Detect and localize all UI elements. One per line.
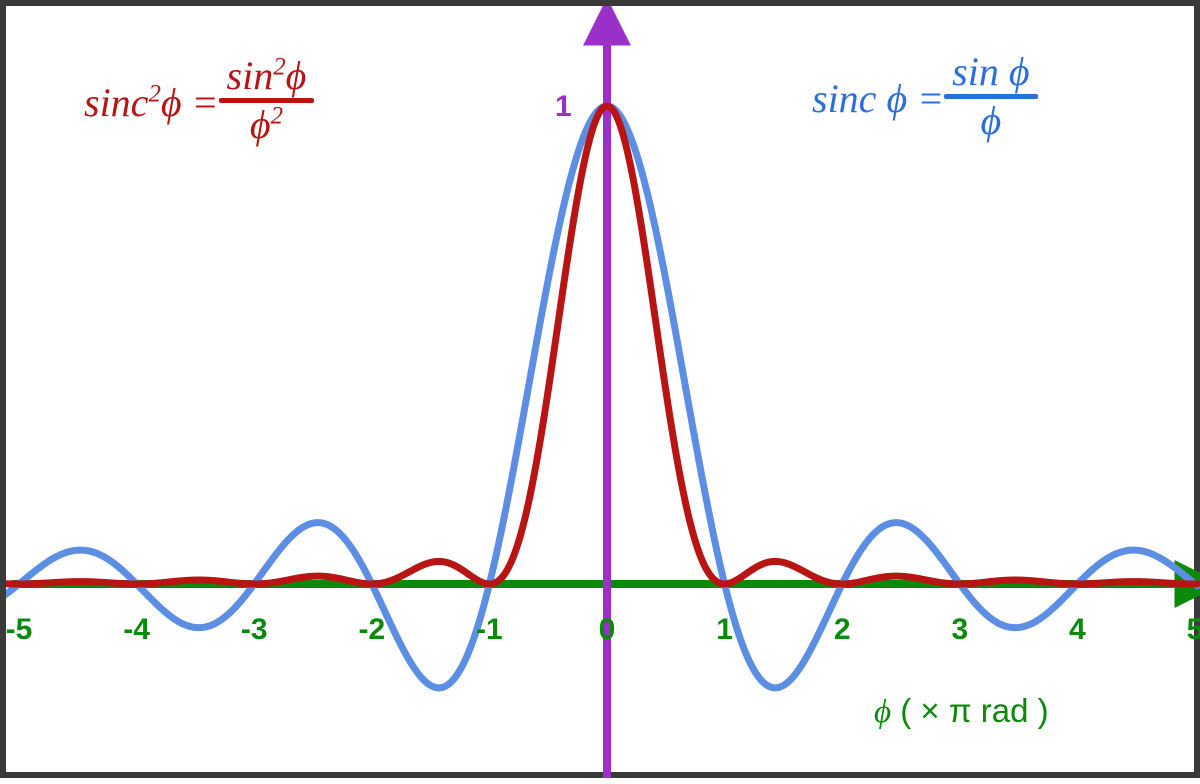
x-tick-label-3: 3 <box>951 613 969 646</box>
sinc-squared-lhs-var: ϕ <box>160 79 182 125</box>
x-tick-label-4: 4 <box>1069 613 1086 646</box>
sinc-squared-numerator-exponent: 2 <box>273 53 286 81</box>
y-tick-label-1: 1 <box>555 90 572 123</box>
x-axis-title: ϕ ( × π rad ) <box>874 692 1049 731</box>
sinc-squared-equals: = <box>191 79 219 125</box>
series-line-sinc-squared <box>6 102 1200 588</box>
x-tick-label-neg5: -5 <box>5 613 33 646</box>
x-tick-label-1: 1 <box>716 613 733 646</box>
sinc-squared-denominator: ϕ2 <box>219 103 315 145</box>
sinc-lhs: sinc ϕ = <box>812 75 945 121</box>
sinc-squared-lhs-text: sinc <box>84 79 149 125</box>
x-tick-label-0: 0 <box>598 613 616 646</box>
sinc-lhs-var: ϕ <box>886 75 908 121</box>
axes-group <box>12 6 1200 778</box>
sinc-squared-denominator-text: ϕ <box>249 102 271 147</box>
sinc-squared-lhs-exponent: 2 <box>148 80 161 108</box>
sinc-lhs-text: sinc <box>812 75 877 121</box>
plot-canvas <box>6 6 1200 778</box>
sinc-squared-numerator-var: ϕ <box>285 53 307 98</box>
x-tick-label-neg1: -1 <box>476 613 503 646</box>
sinc-squared-numerator-text: sin <box>226 53 274 98</box>
x-tick-label-neg2: -2 <box>358 613 386 646</box>
x-tick-label-5: 5 <box>1186 613 1200 646</box>
sinc-fraction: sin ϕ ϕ <box>944 49 1038 143</box>
sinc-numerator: sin ϕ <box>952 49 1030 94</box>
series-line-sinc <box>6 102 1200 692</box>
sinc-squared-lhs: sinc2ϕ = <box>84 79 219 125</box>
sinc-fraction-bar <box>944 94 1038 99</box>
x-axis-title-symbol: ϕ <box>874 694 892 730</box>
sinc-squared-fraction-bar <box>218 98 315 103</box>
x-tick-label-2: 2 <box>833 613 851 646</box>
sinc-squared-fraction: sin2ϕ ϕ2 <box>218 53 315 145</box>
x-tick-label-neg4: -4 <box>123 613 150 646</box>
annotation-sinc-squared-formula: sinc2ϕ = sin2ϕ ϕ2 <box>84 53 315 147</box>
annotation-sinc-formula: sinc ϕ = sin ϕ ϕ <box>812 49 1038 143</box>
x-axis-title-unit: ( × π rad ) <box>900 692 1049 729</box>
sinc-equals: = <box>917 75 945 121</box>
sinc-denominator: ϕ <box>980 98 1002 143</box>
x-tick-label-neg3: -3 <box>240 613 268 646</box>
sinc-squared-denominator-exponent: 2 <box>270 102 283 130</box>
sinc-squared-numerator: sin2ϕ <box>219 53 315 98</box>
series-group <box>6 102 1200 692</box>
